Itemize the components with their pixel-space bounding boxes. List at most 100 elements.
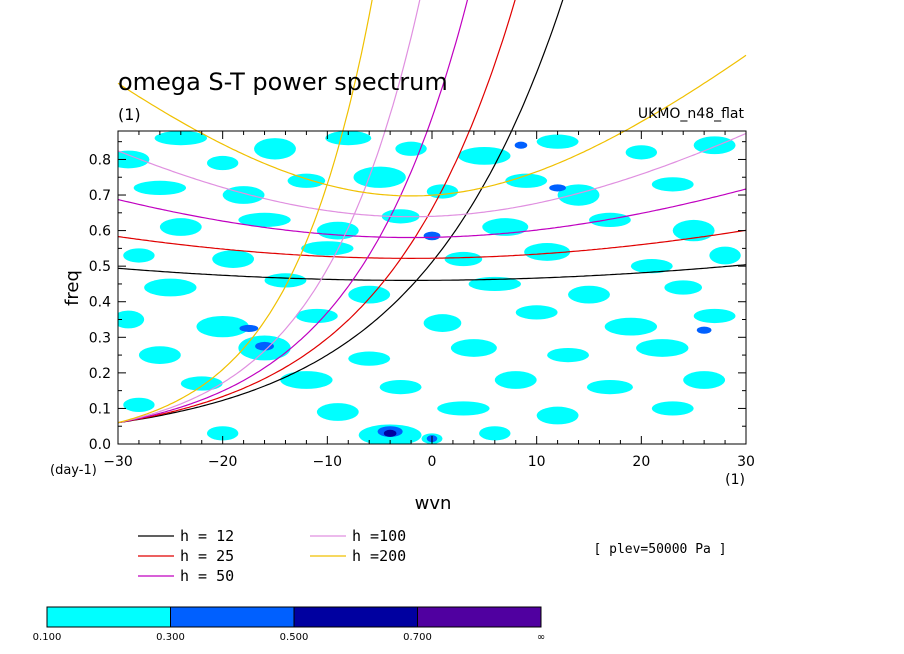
y-tick-label: 0.1 bbox=[89, 401, 111, 417]
contour-region-73 bbox=[696, 326, 712, 334]
contour-region-55 bbox=[586, 379, 633, 395]
contour-region-4 bbox=[325, 131, 372, 146]
contour-region-19 bbox=[238, 212, 291, 228]
title-unit: (1) bbox=[118, 105, 141, 124]
contour-region-49 bbox=[547, 347, 589, 363]
x-axis: −30 −20 −10 0 10 20 30 bbox=[103, 131, 755, 470]
curve-h100-branch-1 bbox=[117, 0, 421, 424]
contour-region-8 bbox=[625, 145, 658, 160]
contour-region-60 bbox=[536, 406, 579, 425]
contour-region-2 bbox=[206, 155, 239, 171]
contour-region-53 bbox=[379, 379, 422, 395]
curve-h12-branch-0 bbox=[117, 264, 747, 281]
contour-region-23 bbox=[589, 212, 631, 228]
contour-region-18 bbox=[159, 218, 202, 236]
contour-region-10 bbox=[133, 180, 187, 196]
y-tick-label: 0.4 bbox=[89, 295, 111, 311]
contour-region-68 bbox=[255, 341, 274, 351]
contour-region-51 bbox=[180, 376, 223, 391]
contour-region-28 bbox=[444, 251, 483, 267]
y-axis-unit: (day-1) bbox=[50, 463, 97, 478]
y-tick-label: 0.3 bbox=[89, 330, 111, 346]
contour-region-47 bbox=[348, 351, 391, 366]
contour-region-58 bbox=[316, 403, 359, 421]
contour-region-61 bbox=[651, 401, 694, 416]
contour-region-44 bbox=[693, 308, 736, 324]
legend-label-h200: h =200 bbox=[352, 547, 406, 565]
contour-region-74 bbox=[383, 429, 397, 437]
curve-h50-branch-1 bbox=[117, 0, 469, 424]
y-tick-label: 0.8 bbox=[89, 152, 111, 168]
contour-region-29 bbox=[524, 243, 571, 261]
curve-h200-branch-0 bbox=[117, 54, 747, 197]
contour-region-66 bbox=[423, 231, 441, 241]
contour-fill-layer bbox=[118, 131, 741, 444]
contour-region-38 bbox=[118, 310, 145, 329]
contour-region-56 bbox=[683, 371, 726, 389]
contour-region-35 bbox=[468, 276, 521, 292]
y-axis-label: freq bbox=[62, 270, 83, 306]
contour-region-0 bbox=[118, 150, 150, 169]
contour-region-52 bbox=[280, 371, 333, 389]
contour-region-7 bbox=[536, 134, 579, 149]
contour-region-65 bbox=[206, 426, 239, 441]
x-tick-label: −20 bbox=[208, 454, 238, 470]
contour-region-64 bbox=[479, 426, 511, 441]
model-label: UKMO_n48_flat bbox=[638, 106, 745, 122]
contour-region-16 bbox=[557, 184, 600, 206]
contour-region-39 bbox=[196, 315, 249, 338]
contour-region-40 bbox=[295, 308, 338, 324]
contour-region-14 bbox=[426, 184, 459, 199]
y-axis: 0.0 0.1 0.2 0.3 0.4 0.5 0.6 0.7 0.8 bbox=[89, 141, 746, 453]
x-tick-label: −30 bbox=[103, 454, 133, 470]
colorbar-level-label: 0.100 bbox=[33, 632, 62, 643]
contour-region-32 bbox=[144, 278, 197, 297]
colorbar-level-label: 0.500 bbox=[280, 632, 309, 643]
y-tick-label: 0.5 bbox=[89, 259, 111, 275]
colorbar-level-label: ∞ bbox=[537, 632, 545, 643]
contour-region-31 bbox=[709, 246, 741, 265]
contour-region-9 bbox=[693, 136, 736, 155]
legend-label-h25: h = 25 bbox=[180, 547, 234, 565]
contour-region-30 bbox=[630, 259, 673, 274]
colorbar-bin-2 bbox=[293, 606, 418, 628]
contour-region-42 bbox=[515, 305, 558, 320]
contour-region-67 bbox=[239, 324, 259, 332]
y-tick-label: 0.2 bbox=[89, 366, 111, 382]
contour-region-34 bbox=[348, 285, 391, 304]
contour-region-36 bbox=[568, 285, 610, 304]
curve-h12-branch-1 bbox=[117, 0, 564, 424]
colorbar-bin-3 bbox=[417, 606, 542, 628]
curve-h50-branch-0 bbox=[117, 188, 747, 239]
curve-h25-branch-0 bbox=[117, 229, 747, 259]
contour-region-25 bbox=[123, 248, 155, 263]
legend-label-h50: h = 50 bbox=[180, 567, 234, 585]
legend-label-h100: h =100 bbox=[352, 527, 406, 545]
contour-region-72 bbox=[514, 141, 528, 149]
contour-region-48 bbox=[450, 339, 497, 357]
x-axis-label: wvn bbox=[415, 493, 452, 514]
colorbar-bin-1 bbox=[170, 606, 295, 628]
colorbar: 0.100 0.300 0.500 0.700 ∞ bbox=[33, 606, 545, 643]
colorbar-level-label: 0.700 bbox=[403, 632, 432, 643]
contour-region-33 bbox=[264, 273, 307, 288]
x-tick-label: 20 bbox=[632, 454, 650, 470]
contour-region-45 bbox=[138, 346, 181, 364]
curve-h200-branch-1 bbox=[117, 0, 373, 424]
x-tick-label: −10 bbox=[313, 454, 343, 470]
contour-region-3 bbox=[254, 138, 296, 160]
x-tick-label: 0 bbox=[428, 454, 437, 470]
contour-region-50 bbox=[636, 339, 689, 357]
contour-region-37 bbox=[664, 280, 703, 295]
contour-region-26 bbox=[212, 250, 255, 268]
x-tick-label: 30 bbox=[737, 454, 755, 470]
y-tick-label: 0.0 bbox=[89, 437, 111, 453]
contour-region-41 bbox=[423, 314, 462, 332]
contour-region-15 bbox=[505, 173, 548, 188]
contour-region-20 bbox=[316, 221, 359, 240]
contour-region-43 bbox=[604, 317, 658, 336]
curve-h25-branch-1 bbox=[117, 0, 516, 424]
curve-legend: h = 12 h = 25 h = 50 h =100 h =200 bbox=[138, 527, 406, 585]
contour-region-71 bbox=[549, 184, 566, 192]
